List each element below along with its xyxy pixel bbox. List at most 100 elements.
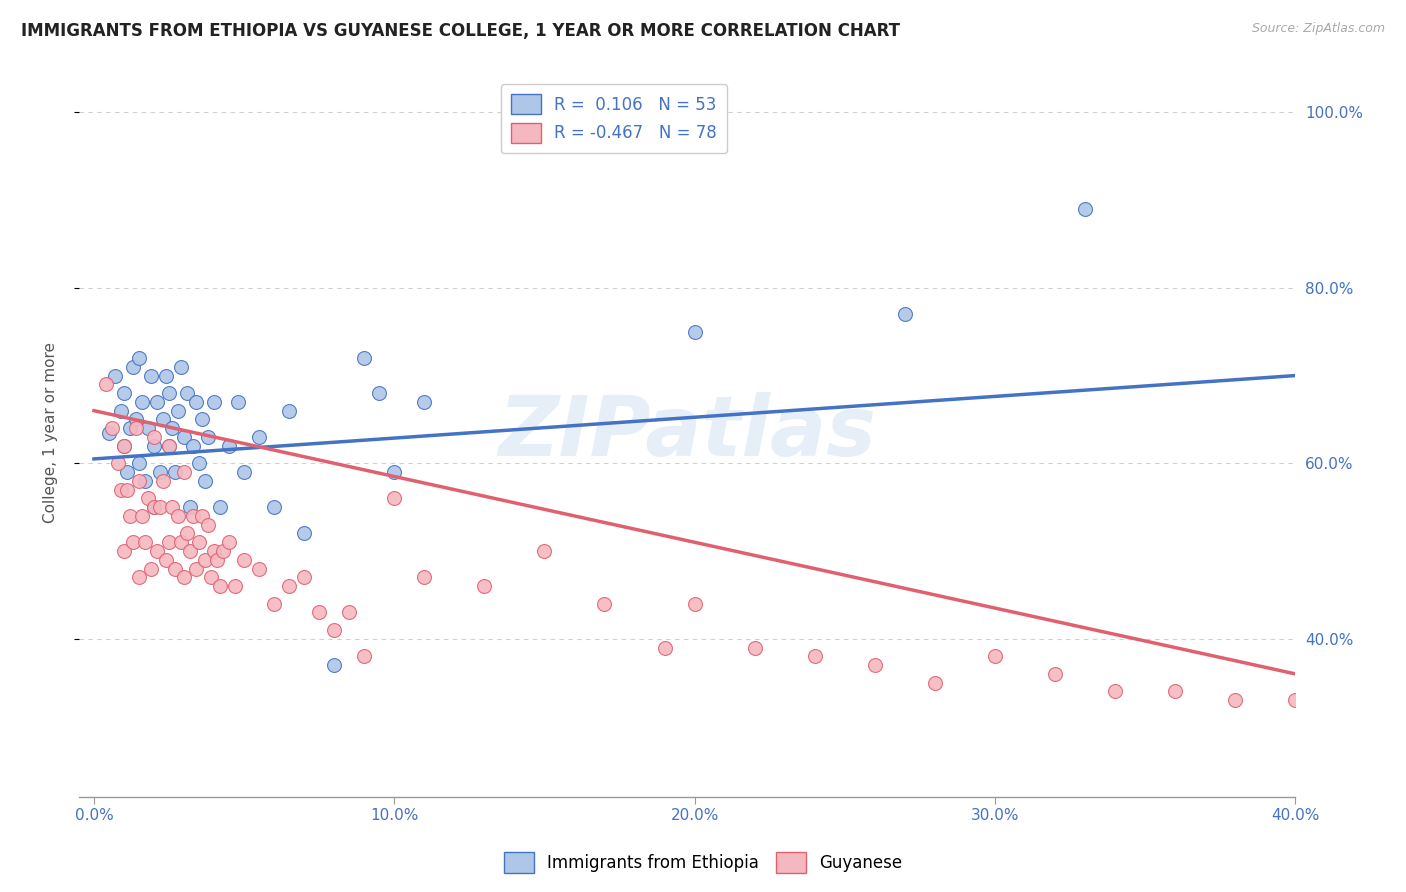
Point — [533, 544, 555, 558]
Point — [143, 439, 166, 453]
Point — [278, 579, 301, 593]
Point — [224, 579, 246, 593]
Point — [247, 561, 270, 575]
Point — [157, 439, 180, 453]
Point — [118, 421, 141, 435]
Point — [143, 500, 166, 515]
Point — [112, 439, 135, 453]
Point — [323, 658, 346, 673]
Point — [179, 500, 201, 515]
Point — [128, 351, 150, 365]
Point — [1074, 202, 1097, 216]
Point — [205, 553, 228, 567]
Point — [233, 465, 256, 479]
Legend: R =  0.106   N = 53, R = -0.467   N = 78: R = 0.106 N = 53, R = -0.467 N = 78 — [501, 84, 727, 153]
Point — [165, 561, 187, 575]
Point — [197, 430, 219, 444]
Point — [683, 325, 706, 339]
Point — [122, 535, 145, 549]
Point — [128, 456, 150, 470]
Point — [110, 483, 132, 497]
Text: ZIPatlas: ZIPatlas — [498, 392, 876, 473]
Point — [131, 395, 153, 409]
Point — [128, 474, 150, 488]
Point — [125, 421, 148, 435]
Point — [263, 597, 285, 611]
Point — [173, 570, 195, 584]
Point — [292, 570, 315, 584]
Point — [94, 377, 117, 392]
Legend: Immigrants from Ethiopia, Guyanese: Immigrants from Ethiopia, Guyanese — [498, 846, 908, 880]
Point — [146, 395, 169, 409]
Point — [188, 535, 211, 549]
Text: Source: ZipAtlas.com: Source: ZipAtlas.com — [1251, 22, 1385, 36]
Point — [160, 421, 183, 435]
Point — [157, 386, 180, 401]
Point — [413, 395, 436, 409]
Point — [323, 623, 346, 637]
Point — [170, 359, 193, 374]
Point — [197, 517, 219, 532]
Point — [155, 553, 177, 567]
Point — [134, 474, 156, 488]
Point — [472, 579, 495, 593]
Point — [202, 544, 225, 558]
Point — [226, 395, 249, 409]
Point — [165, 465, 187, 479]
Point — [149, 500, 172, 515]
Point — [863, 658, 886, 673]
Point — [110, 403, 132, 417]
Point — [212, 544, 235, 558]
Point — [263, 500, 285, 515]
Point — [139, 368, 162, 383]
Point — [894, 307, 917, 321]
Point — [218, 535, 240, 549]
Point — [209, 579, 232, 593]
Point — [209, 500, 232, 515]
Point — [170, 535, 193, 549]
Point — [184, 395, 207, 409]
Point — [125, 412, 148, 426]
Point — [115, 465, 138, 479]
Point — [122, 359, 145, 374]
Point — [654, 640, 676, 655]
Point — [136, 491, 159, 506]
Point — [160, 500, 183, 515]
Point — [593, 597, 616, 611]
Point — [200, 570, 222, 584]
Point — [118, 508, 141, 523]
Point — [1164, 684, 1187, 698]
Point — [157, 535, 180, 549]
Point — [1284, 693, 1306, 707]
Point — [112, 439, 135, 453]
Point — [173, 465, 195, 479]
Point — [152, 412, 174, 426]
Point — [157, 439, 180, 453]
Point — [233, 553, 256, 567]
Point — [143, 430, 166, 444]
Point — [191, 412, 214, 426]
Point — [188, 456, 211, 470]
Point — [115, 483, 138, 497]
Point — [167, 403, 190, 417]
Point — [146, 544, 169, 558]
Point — [104, 368, 127, 383]
Point — [184, 561, 207, 575]
Point — [155, 368, 177, 383]
Point — [112, 386, 135, 401]
Point — [353, 351, 375, 365]
Point — [194, 474, 217, 488]
Point — [101, 421, 124, 435]
Point — [924, 675, 946, 690]
Point — [247, 430, 270, 444]
Point — [1043, 666, 1066, 681]
Point — [218, 439, 240, 453]
Point — [683, 597, 706, 611]
Point — [98, 425, 121, 440]
Point — [112, 544, 135, 558]
Point — [368, 386, 391, 401]
Point — [173, 430, 195, 444]
Point — [139, 561, 162, 575]
Point — [107, 456, 129, 470]
Point — [143, 500, 166, 515]
